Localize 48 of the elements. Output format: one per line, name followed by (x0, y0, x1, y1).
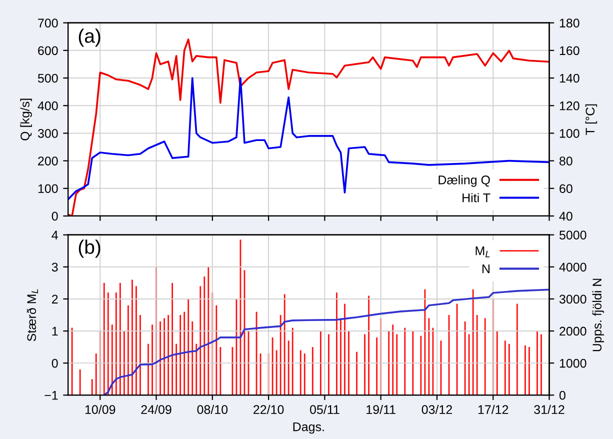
y2-tick-label: 60 (560, 184, 572, 194)
y-tick-label: 1 (52, 326, 58, 336)
x-tick-label: 24/09 (141, 404, 172, 414)
y-tick-label: 400 (38, 101, 58, 110)
y2-tick-label: 2000 (560, 326, 586, 336)
x-tick-label: 19/11 (366, 404, 396, 414)
legend-label: Hiti T (462, 193, 490, 202)
x-tick-label: 17/12 (478, 404, 508, 414)
y2-tick-label: 160 (560, 46, 580, 56)
y2-tick-label: 180 (560, 18, 580, 28)
y2-tick-label: 3000 (559, 294, 586, 304)
x-tick-label: 05/11 (310, 404, 340, 414)
x-tick-label: 22/10 (254, 404, 284, 414)
y-tick-label: 4 (52, 230, 58, 240)
y-tick-label: 0 (52, 212, 58, 221)
y-tick-label: 700 (38, 18, 58, 28)
y2-tick-label: 80 (560, 156, 572, 166)
y-tick-label: 2 (52, 294, 58, 304)
y2-tick-label: 0 (559, 390, 566, 400)
y2-axis-title: T [°C] (585, 104, 598, 136)
y2-tick-label: 5000 (559, 230, 586, 240)
y-tick-label: 300 (38, 129, 58, 138)
y2-tick-label: 100 (560, 129, 580, 138)
y-tick-label: 3 (52, 262, 58, 272)
y-tick-label: 600 (38, 46, 58, 56)
legend-label: Dæling Q (438, 175, 490, 187)
x-tick-label: 31/12 (534, 404, 564, 414)
y2-tick-label: 4000 (559, 262, 586, 272)
y-tick-label: 200 (38, 156, 58, 166)
y2-tick-label: 140 (560, 74, 580, 83)
annotation: (a) (78, 28, 100, 47)
y-axis-title: Stærð M$_{L}$ (26, 289, 38, 342)
y-axis-title: Q [kg/s] (20, 98, 32, 140)
y-tick-label: 0 (52, 358, 58, 368)
y2-tick-label: 1000 (560, 358, 586, 368)
x-tick-label: 03/12 (422, 404, 452, 414)
y-tick-label: 500 (38, 74, 58, 83)
x-axis-title: Dags. (293, 422, 324, 434)
y-tick-label: 100 (38, 184, 58, 194)
x-tick-label: 08/10 (197, 404, 228, 414)
y2-tick-label: 40 (559, 212, 572, 221)
legend-label: M$_{L}$ (476, 246, 490, 258)
y2-axis-title: Upps. fjöldi N (592, 278, 604, 352)
y2-tick-label: 120 (560, 101, 580, 110)
y-tick-label: −1 (44, 391, 58, 400)
x-tick-label: 10/09 (85, 404, 116, 414)
legend-label: N (482, 264, 490, 274)
annotation: (b) (78, 240, 100, 258)
